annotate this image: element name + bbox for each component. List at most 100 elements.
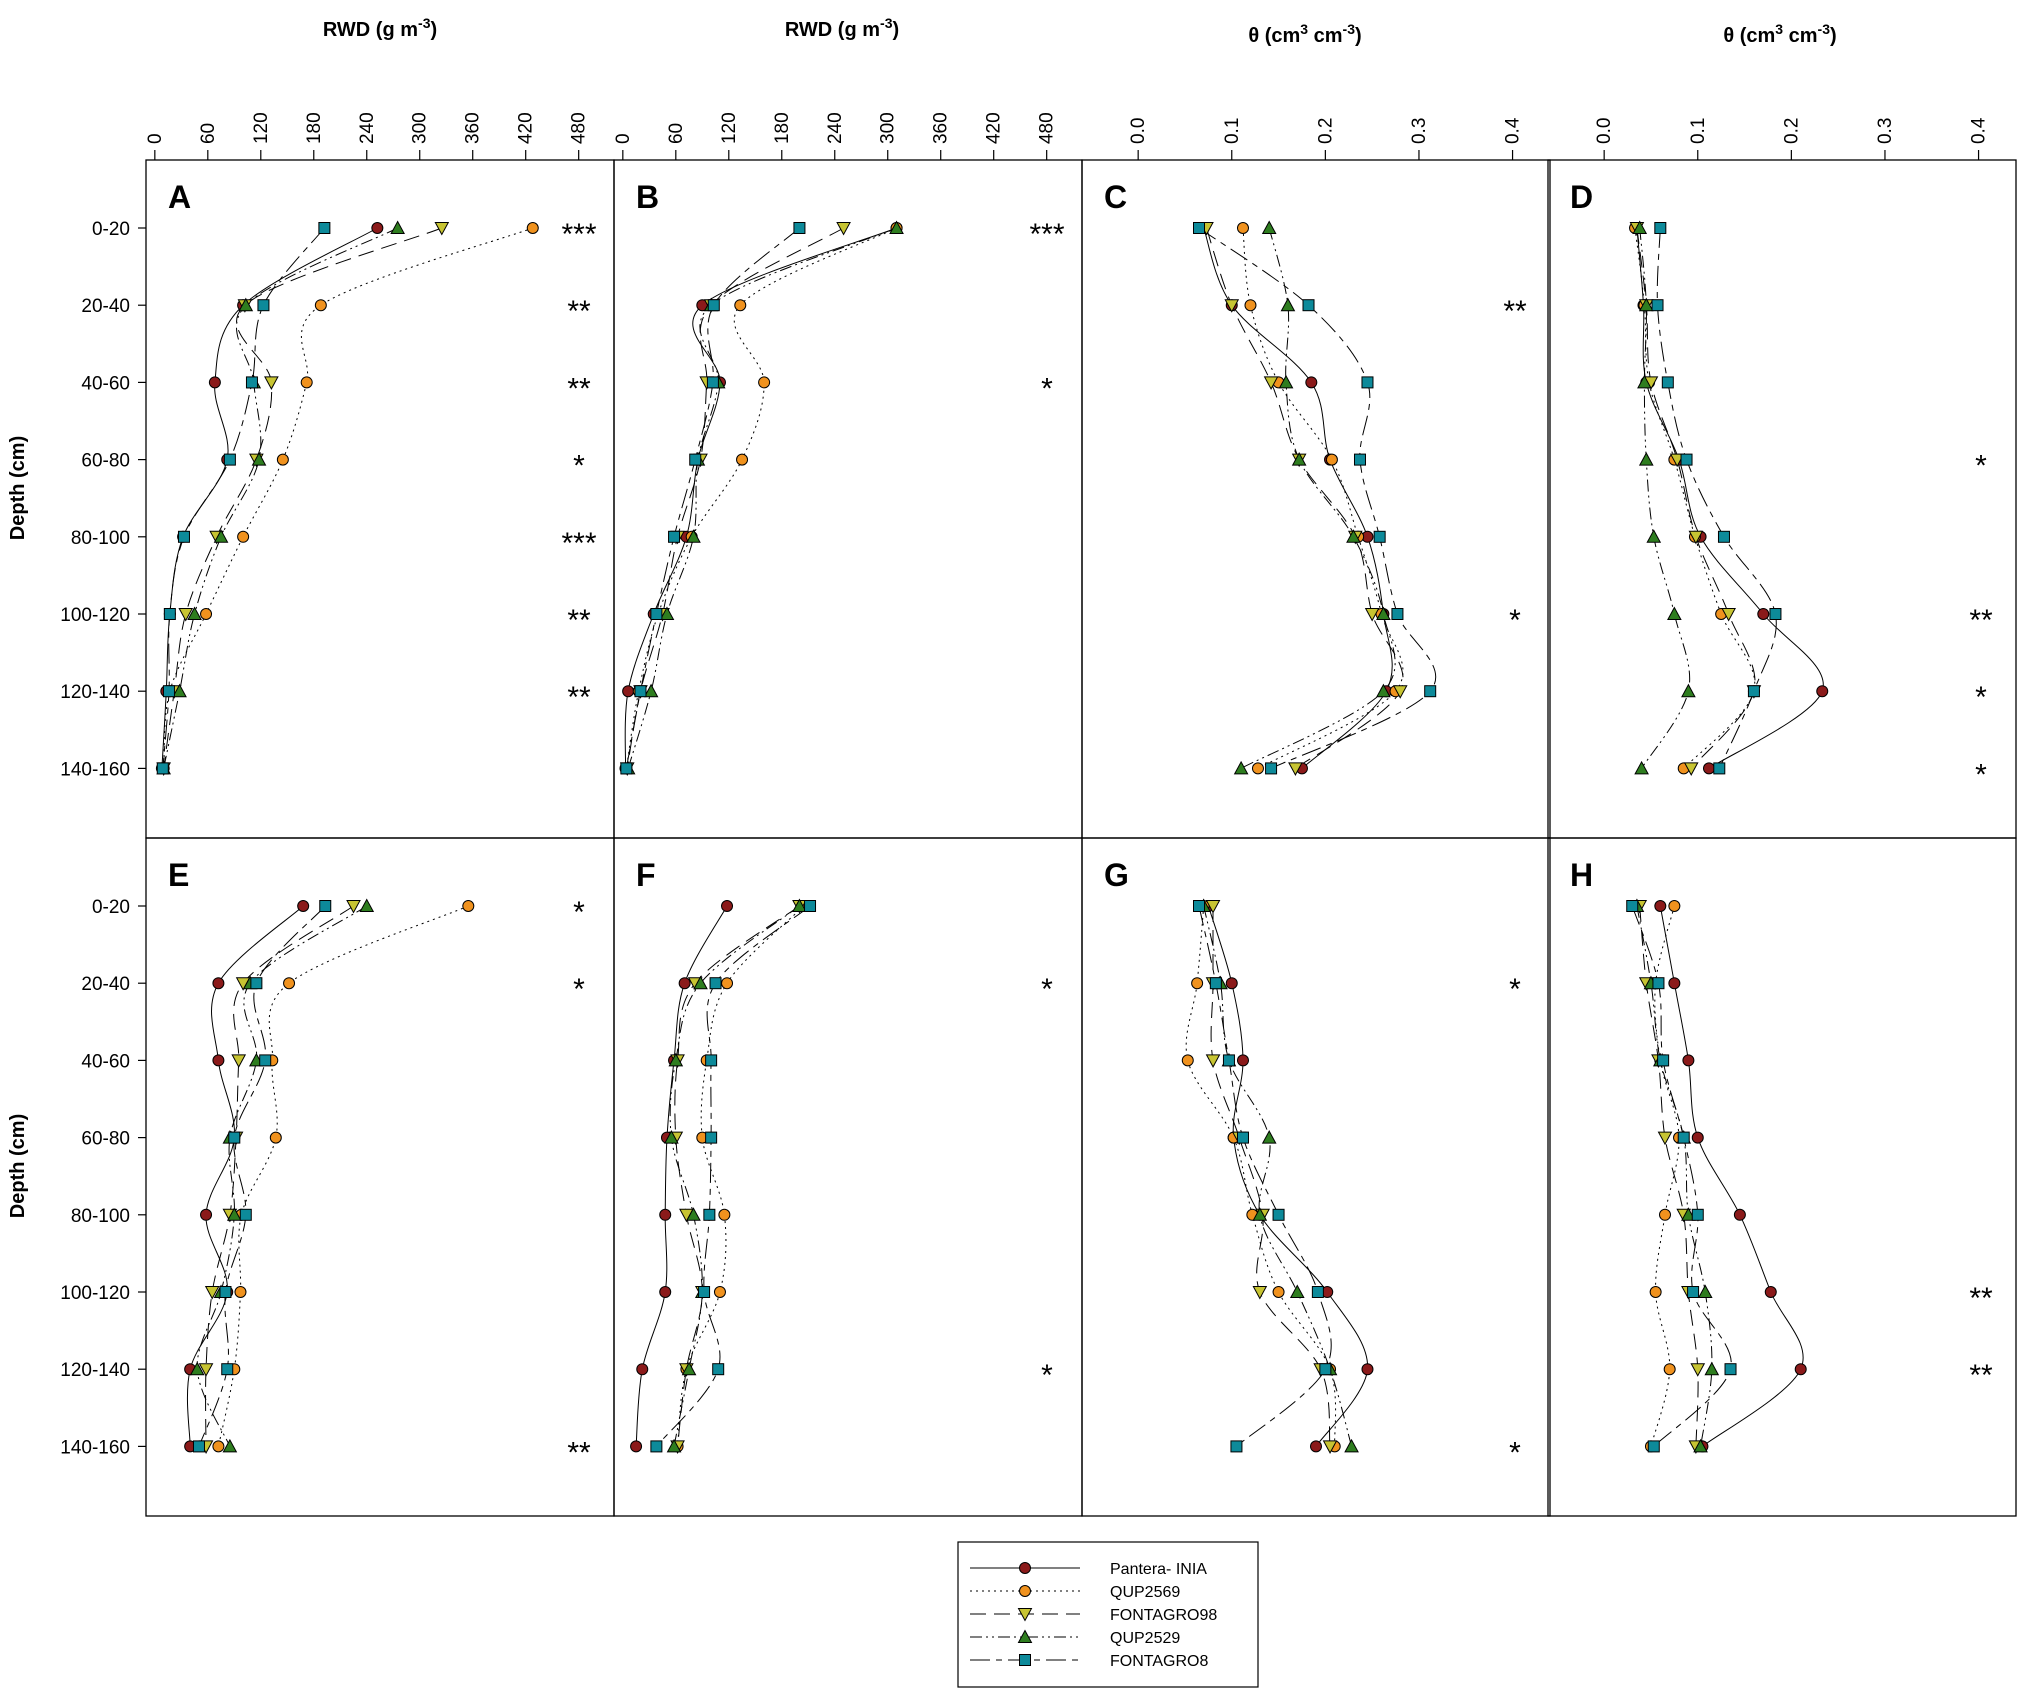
legend-entry-qup2529: QUP2529 bbox=[970, 1629, 1180, 1647]
top-tick-label: 0.2 bbox=[1315, 118, 1336, 144]
marker-qup2569 bbox=[1251, 762, 1264, 775]
marker-qup2529 bbox=[1376, 683, 1391, 698]
marker-pantera-inia bbox=[1816, 685, 1829, 698]
depth-tick-label: 0-20 bbox=[92, 897, 130, 918]
marker-qup2529 bbox=[172, 683, 187, 698]
panel-frame bbox=[145, 159, 615, 839]
significance-label: ** bbox=[1969, 1359, 1993, 1392]
series-markers bbox=[630, 898, 817, 1454]
marker-qup2529 bbox=[693, 975, 708, 990]
marker-qup2529 bbox=[1634, 760, 1649, 775]
series-line-qup2569 bbox=[1634, 227, 1756, 769]
marker-fontagro98 bbox=[1690, 1363, 1706, 1377]
depth-tick-label: 40-60 bbox=[81, 373, 130, 394]
panel-a: A 0-20 20-40 40-60 60-80 80-100 100-120 120-140… bbox=[60, 159, 615, 839]
marker-qup2529 bbox=[1637, 374, 1652, 389]
top-tick-label: 0.2 bbox=[1781, 118, 1802, 144]
marker-fontagro8 bbox=[257, 299, 270, 312]
panel-frame bbox=[1547, 159, 2017, 839]
marker-fontagro8 bbox=[318, 222, 331, 234]
series-line-qup2529 bbox=[163, 227, 398, 769]
marker-qup2569 bbox=[1191, 977, 1204, 990]
marker-fontagro8 bbox=[1209, 977, 1222, 990]
marker-qup2569 bbox=[314, 299, 327, 312]
marker-qup2529 bbox=[187, 606, 202, 620]
panel-letter: F bbox=[636, 857, 656, 893]
marker-fontagro98 bbox=[231, 1054, 247, 1068]
marker-fontagro8 bbox=[698, 1286, 711, 1298]
legend-marker bbox=[1017, 1608, 1033, 1622]
legend-marker bbox=[1017, 1629, 1033, 1643]
marker-fontagro8 bbox=[1724, 1363, 1737, 1376]
marker-fontagro8 bbox=[177, 530, 190, 543]
marker-pantera-inia bbox=[721, 900, 734, 912]
marker-qup2569 bbox=[1181, 1054, 1194, 1067]
depth-tick-label: 60-80 bbox=[81, 1129, 130, 1150]
marker-qup2529 bbox=[1697, 1284, 1713, 1298]
marker-fontagro8 bbox=[1713, 762, 1726, 775]
depth-tick-label: 20-40 bbox=[81, 296, 130, 317]
marker-pantera-inia bbox=[1757, 608, 1770, 620]
series-line-pantera-inia bbox=[1636, 227, 1824, 769]
marker-fontagro8 bbox=[163, 608, 176, 620]
top-tick-label: 120 bbox=[251, 112, 272, 144]
panel-h: H ** ** bbox=[1547, 837, 2017, 1517]
marker-qup2529 bbox=[222, 1438, 238, 1453]
marker-qup2529 bbox=[666, 1438, 682, 1453]
marker-fontagro8 bbox=[703, 1208, 716, 1221]
marker-fontagro8 bbox=[1272, 1208, 1285, 1221]
depth-tick-label: 140-160 bbox=[60, 1437, 130, 1458]
series-line-pantera-inia bbox=[161, 227, 378, 769]
top-tick-label: 0 bbox=[145, 133, 166, 144]
marker-qup2529 bbox=[1681, 683, 1696, 698]
marker-qup2529 bbox=[238, 297, 254, 312]
marker-fontagro8 bbox=[707, 299, 720, 312]
marker-fontagro98 bbox=[204, 1286, 220, 1300]
marker-fontagro8 bbox=[1230, 1440, 1243, 1453]
marker-fontagro98 bbox=[1721, 608, 1736, 622]
marker-qup2569 bbox=[234, 1286, 247, 1298]
top-tick-label: 60 bbox=[198, 123, 219, 144]
significance-label: * bbox=[1509, 604, 1521, 637]
panel-b: B**** bbox=[613, 159, 1083, 839]
marker-fontagro8 bbox=[245, 376, 258, 389]
top-tick-label: 0.4 bbox=[1503, 117, 1524, 144]
panel-letter: C bbox=[1104, 179, 1127, 215]
marker-fontagro98 bbox=[1224, 299, 1240, 313]
top-tick-label: 420 bbox=[984, 112, 1005, 144]
marker-qup2529 bbox=[1291, 452, 1307, 466]
panel-letter: G bbox=[1104, 857, 1129, 893]
marker-qup2569 bbox=[1325, 453, 1338, 466]
panel-frame bbox=[1081, 837, 1551, 1517]
marker-qup2529 bbox=[1261, 1130, 1277, 1144]
significance-label: ** bbox=[567, 1436, 591, 1469]
top-tick-label: 480 bbox=[569, 112, 590, 144]
top-axis-title-rwd-2: RWD (g m-3) bbox=[785, 15, 899, 41]
marker-qup2529 bbox=[1667, 606, 1682, 620]
panel-frame bbox=[613, 837, 1083, 1517]
series-line-fontagro8 bbox=[162, 227, 325, 769]
legend-label: Pantera- INIA bbox=[1110, 1561, 1207, 1578]
marker-pantera-inia bbox=[297, 900, 310, 912]
marker-qup2529 bbox=[1289, 1284, 1305, 1298]
panel-frame bbox=[1547, 837, 2017, 1517]
marker-fontagro8 bbox=[1373, 530, 1386, 543]
series-line-qup2529 bbox=[1639, 227, 1691, 769]
significance-label: * bbox=[1041, 372, 1053, 405]
marker-fontagro8 bbox=[1222, 1054, 1235, 1067]
marker-fontagro8 bbox=[219, 1286, 232, 1298]
marker-fontagro8 bbox=[1319, 1363, 1332, 1376]
marker-fontagro8 bbox=[1193, 900, 1205, 912]
marker-pantera-inia bbox=[1794, 1363, 1807, 1376]
significance-label: *** bbox=[561, 218, 596, 251]
marker-fontagro98 bbox=[346, 900, 361, 914]
top-tick-label: 0.3 bbox=[1409, 118, 1430, 144]
top-tick-label: 0.3 bbox=[1875, 118, 1896, 144]
top-axis-title-rwd-1: RWD (g m-3) bbox=[323, 15, 437, 41]
marker-fontagro8 bbox=[1265, 762, 1278, 775]
marker-pantera-inia bbox=[1225, 977, 1238, 990]
marker-qup2529 bbox=[1638, 452, 1654, 466]
marker-pantera-inia bbox=[1310, 1440, 1322, 1453]
marker-fontagro8 bbox=[1626, 900, 1639, 912]
marker-fontagro98 bbox=[1288, 762, 1303, 776]
